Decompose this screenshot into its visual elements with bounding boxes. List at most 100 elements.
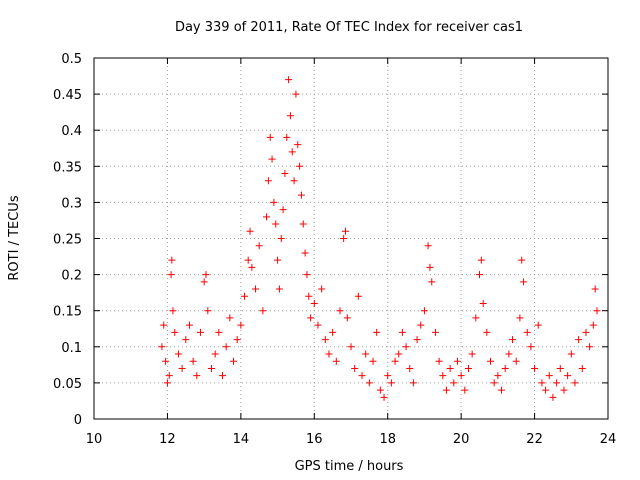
data-point (200, 278, 208, 286)
x-tick-label: 18 (379, 432, 396, 447)
data-point (329, 328, 337, 336)
data-point (303, 271, 311, 279)
data-point (307, 314, 315, 322)
data-point (483, 328, 491, 336)
data-point (387, 379, 395, 387)
data-point (417, 321, 425, 329)
data-point (272, 220, 280, 228)
data-point (424, 242, 432, 250)
x-tick-label: 20 (453, 432, 470, 447)
data-point (395, 350, 403, 358)
data-point (182, 336, 190, 344)
data-point (163, 379, 171, 387)
data-point (252, 285, 260, 293)
data-point (384, 372, 392, 380)
data-point (512, 357, 520, 365)
data-point (564, 372, 572, 380)
grid-lines (94, 58, 608, 419)
y-tick-label: 0 (74, 413, 82, 428)
data-point (158, 343, 166, 351)
data-point (340, 235, 348, 242)
data-point (505, 350, 513, 358)
data-point (351, 364, 359, 372)
data-point (263, 213, 271, 221)
data-point (362, 350, 370, 358)
data-point (549, 393, 557, 401)
y-tick-label: 0.4 (61, 124, 82, 139)
x-axis-title: GPS time / hours (295, 459, 404, 474)
x-tick-label: 10 (86, 432, 103, 447)
data-point (542, 386, 550, 394)
data-point (428, 278, 436, 286)
data-point (193, 372, 201, 380)
data-point (538, 379, 546, 387)
data-point (516, 314, 524, 322)
data-point (246, 227, 254, 235)
data-point (589, 321, 597, 329)
data-point (332, 357, 340, 365)
data-point (439, 372, 447, 380)
y-tick-label: 0.15 (53, 305, 82, 320)
data-point (501, 364, 509, 372)
data-point (520, 278, 528, 286)
data-point (420, 307, 428, 315)
data-point (468, 350, 476, 358)
data-point (290, 177, 298, 185)
data-point (325, 350, 333, 358)
data-point (241, 292, 249, 300)
data-point (376, 386, 384, 394)
data-point (259, 307, 267, 315)
data-point (297, 191, 305, 199)
data-point (409, 379, 417, 387)
y-tick-label: 0.35 (53, 160, 82, 175)
data-point (178, 364, 186, 372)
data-point (435, 357, 443, 365)
y-tick-label: 0.45 (53, 88, 82, 103)
data-point (354, 292, 362, 300)
data-point (202, 271, 210, 279)
data-point (167, 271, 175, 279)
x-tick-label: 22 (526, 432, 543, 447)
x-tick-label: 12 (159, 432, 176, 447)
data-point (518, 256, 526, 264)
data-point (222, 343, 230, 351)
data-point (398, 328, 406, 336)
data-point (292, 90, 300, 98)
data-point (274, 256, 282, 264)
data-point (343, 314, 351, 322)
data-point (160, 321, 168, 329)
data-point (442, 386, 450, 394)
data-point (560, 386, 568, 394)
data-point (534, 321, 542, 329)
data-point (531, 364, 539, 372)
data-point (237, 321, 245, 329)
data-point (586, 343, 594, 351)
data-point (545, 372, 553, 380)
data-point (318, 285, 326, 293)
data-point (321, 336, 329, 344)
data-point (461, 386, 469, 394)
data-point (215, 328, 223, 336)
data-point (593, 307, 601, 315)
data-point (450, 379, 458, 387)
data-point (204, 307, 212, 315)
data-point (553, 379, 561, 387)
data-point (226, 314, 234, 322)
data-point (347, 343, 355, 351)
data-point (169, 307, 177, 315)
y-tick-label: 0.25 (53, 233, 82, 248)
data-point (196, 328, 204, 336)
data-point (582, 328, 590, 336)
data-point (567, 350, 575, 358)
data-point (341, 227, 349, 235)
data-point (219, 372, 226, 380)
data-point (490, 379, 498, 387)
y-tick-label: 0.3 (61, 196, 82, 211)
data-points (158, 76, 601, 401)
y-axis-ticks: 0 0.05 0.1 0.15 0.2 0.25 0.3 0.35 0.4 0.45 0.5 (53, 52, 608, 428)
data-point (275, 285, 283, 293)
x-tick-label: 14 (233, 432, 250, 447)
data-point (264, 177, 272, 185)
y-tick-label: 0.05 (53, 377, 82, 392)
data-point (575, 336, 583, 344)
